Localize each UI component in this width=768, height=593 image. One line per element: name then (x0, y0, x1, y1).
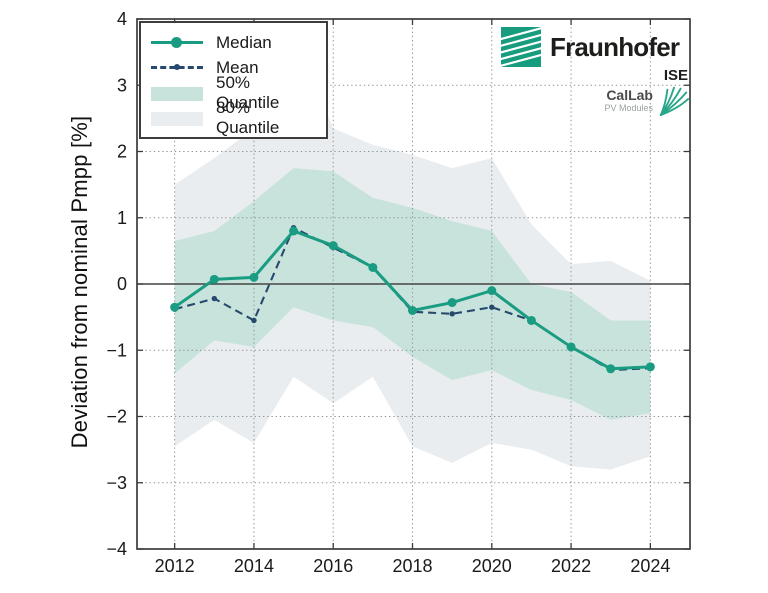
median-marker (289, 226, 299, 236)
legend: Median Mean 50% Quantile 80% Quantile (139, 21, 328, 139)
x-tick-label: 2020 (472, 556, 512, 576)
mean-marker (211, 295, 218, 302)
fraunhofer-wordmark: Fraunhofer (550, 31, 680, 62)
y-tick-label: 1 (117, 208, 127, 228)
y-tick-label: −4 (106, 539, 127, 559)
legend-item-median: Median (151, 30, 318, 55)
median-marker (249, 272, 259, 282)
legend-item-label: 50% Quantile (216, 72, 280, 112)
y-tick-label: −2 (106, 407, 127, 427)
q50-band-swatch (151, 86, 203, 101)
median-swatch-marker (171, 37, 182, 48)
x-tick-label: 2022 (551, 556, 591, 576)
callab-subtitle: PV Modules (604, 102, 653, 113)
fraunhofer-logo-icon (501, 27, 541, 67)
median-markers (170, 226, 655, 374)
y-tick-label: −3 (106, 473, 127, 493)
median-marker (328, 241, 338, 251)
mean-line-swatch (151, 60, 203, 76)
median-marker (487, 286, 497, 296)
median-marker (170, 302, 180, 312)
median-marker (606, 364, 616, 374)
y-tick-label: 3 (117, 75, 127, 95)
y-tick-label: 0 (117, 274, 127, 294)
callab-fan-icon (659, 86, 690, 116)
median-marker (209, 274, 219, 284)
y-tick-label: 4 (117, 9, 127, 29)
legend-item-q80: 80% Quantile (151, 98, 318, 137)
median-marker (447, 298, 457, 308)
x-tick-label: 2014 (234, 556, 274, 576)
tick-marks (137, 18, 690, 550)
y-tick-label: 2 (117, 142, 127, 162)
y-tick-label: −1 (106, 340, 127, 360)
fraunhofer-institute-label: ISE (663, 67, 688, 84)
mean-marker (251, 317, 257, 324)
callab-text: CalLab PV Modules (604, 86, 653, 113)
x-tick-label: 2016 (313, 556, 353, 576)
median-marker (645, 362, 655, 372)
mean-marker (449, 311, 455, 317)
y-axis-title: Deviation from nominal Pmpp [%] (67, 115, 92, 449)
q80-band-swatch (151, 111, 203, 126)
legend-item-label: 80% Quantile (216, 97, 280, 137)
fraunhofer-logo: Fraunhofer ISE (501, 27, 689, 84)
callab-wordmark: CalLab (606, 86, 653, 103)
x-tick-label: 2018 (392, 556, 432, 576)
median-line-swatch (151, 35, 203, 51)
legend-item-mean: Mean (151, 55, 318, 80)
median-marker (408, 306, 418, 315)
x-tick-label: 2012 (155, 556, 195, 576)
callab-logo: CalLab PV Modules (592, 84, 690, 116)
median-marker (368, 262, 378, 272)
x-tick-label: 2024 (630, 556, 670, 576)
tick-labels: −4 −3 −2 −1 0 1 2 3 4 2012 2014 2016 2018 2020 2022 202… (106, 9, 670, 576)
mean-marker (489, 304, 495, 310)
fraunhofer-logo-row: Fraunhofer (501, 27, 689, 67)
median-marker (566, 342, 576, 352)
legend-item-label: Mean (216, 57, 259, 77)
legend-item-label: Median (216, 32, 272, 52)
legend-item-q50: 50% Quantile (151, 73, 318, 112)
median-marker (526, 315, 536, 325)
mean-swatch-marker (174, 63, 180, 70)
